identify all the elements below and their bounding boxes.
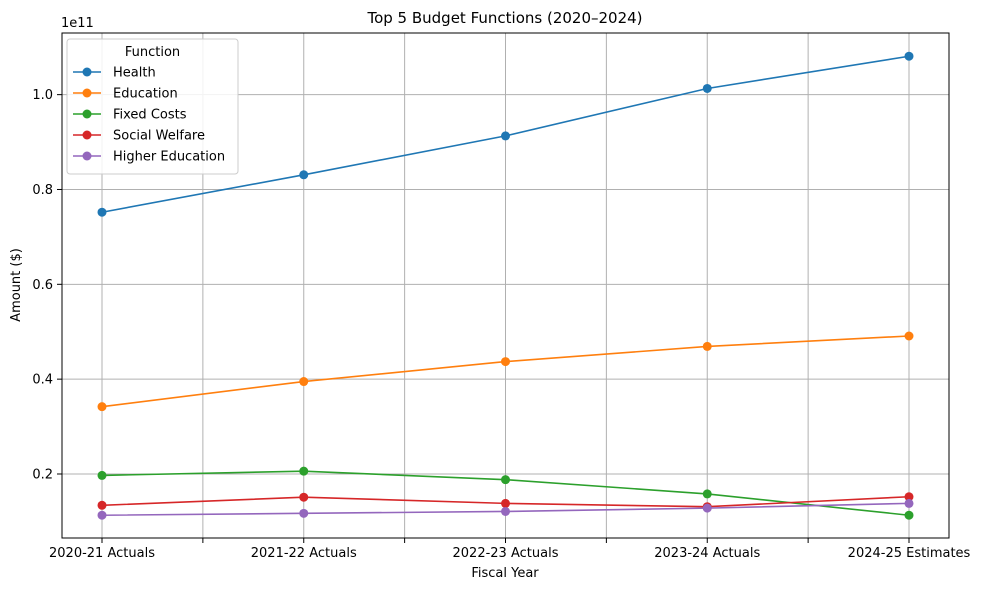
data-point [97, 500, 107, 510]
data-point [299, 508, 309, 518]
x-tick-label: 2020-21 Actuals [49, 546, 155, 561]
legend-label: Higher Education [113, 150, 225, 165]
legend-swatch-marker [82, 67, 92, 77]
data-point [299, 170, 309, 180]
y-tick-label: 1.0 [32, 88, 53, 103]
y-tick-label: 0.6 [32, 278, 53, 293]
data-point [702, 489, 712, 499]
data-point [299, 466, 309, 476]
data-point [501, 506, 510, 516]
x-tick-label: 2023-24 Actuals [654, 546, 760, 561]
legend-label: Health [113, 66, 156, 81]
legend-box [66, 38, 239, 175]
series-layer [97, 51, 914, 520]
grid [62, 33, 949, 538]
data-point [97, 510, 107, 520]
legend-title: Function [125, 45, 180, 60]
data-point [702, 503, 712, 513]
y-axis-title: Amount ($) [9, 248, 24, 322]
data-point [97, 207, 107, 217]
y-tick-label: 0.8 [32, 183, 53, 198]
data-point [904, 331, 914, 341]
x-axis-title: Fiscal Year [471, 566, 539, 581]
legend-label: Social Welfare [113, 129, 205, 144]
data-point [501, 131, 510, 141]
y-tick-label: 0.4 [32, 373, 53, 388]
data-point [299, 492, 309, 502]
y-tick-label: 0.2 [32, 467, 53, 482]
legend-swatch-marker [82, 151, 92, 161]
data-point [702, 83, 712, 93]
data-point [904, 492, 914, 502]
axes: 2020-21 Actuals 2021-22 Actuals 2022-23 Ac… [32, 32, 971, 561]
legend: Function Health Education Fixed Costs Social… [66, 38, 239, 175]
data-point [904, 498, 914, 508]
chart-title: Top 5 Budget Functions (2020–2024) [366, 9, 642, 27]
legend-label: Education [113, 87, 178, 102]
y-offset-label: 1e11 [61, 16, 94, 31]
data-point [702, 341, 712, 351]
x-tick-label: 2021-22 Actuals [251, 546, 357, 561]
data-point [97, 402, 107, 412]
data-point [904, 510, 914, 520]
data-point [501, 475, 510, 485]
legend-swatch-marker [82, 88, 92, 98]
data-point [501, 357, 510, 367]
x-tick-label: 2022-23 Actuals [453, 546, 559, 561]
legend-label: Fixed Costs [113, 108, 187, 123]
legend-swatch-marker [82, 109, 92, 119]
data-point [904, 51, 914, 61]
x-tick-label: 2024-25 Estimates [848, 546, 971, 561]
data-point [97, 470, 107, 480]
data-point [299, 377, 309, 387]
data-point [501, 498, 510, 508]
legend-swatch-marker [82, 130, 92, 140]
